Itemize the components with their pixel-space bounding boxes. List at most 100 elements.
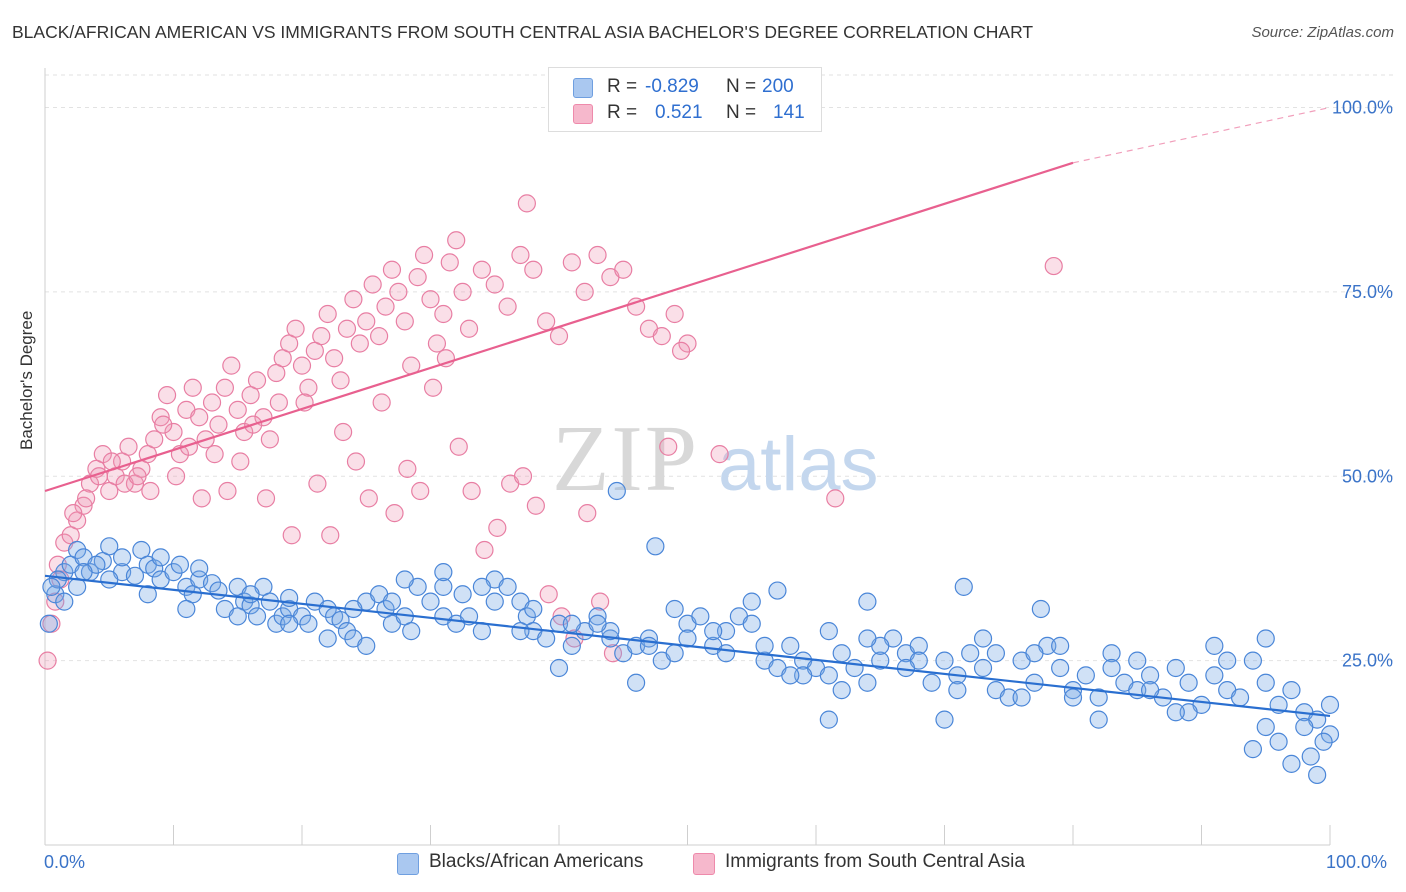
data-point-blacks (434, 563, 453, 582)
data-point-blacks (280, 614, 299, 633)
data-point-immigrants (488, 518, 507, 537)
data-point-immigrants (526, 496, 545, 515)
trend-line-immigrants (44, 161, 1074, 493)
watermark-zip: ZIP (552, 407, 699, 511)
data-point-blacks (299, 614, 318, 633)
data-point-blacks (498, 577, 517, 596)
data-point-blacks (125, 566, 145, 585)
data-point-blacks (691, 607, 710, 626)
data-point-blacks (1295, 717, 1314, 737)
data-point-blacks (922, 673, 941, 692)
data-point-immigrants (282, 526, 301, 545)
data-point-immigrants (192, 489, 211, 508)
trend-line-immigrants-extension (1072, 106, 1331, 164)
x-tick-label-max: 100.0% (1326, 852, 1388, 872)
data-point-immigrants (145, 430, 164, 449)
data-point-immigrants (472, 260, 491, 279)
data-point-immigrants (286, 319, 305, 338)
data-point-immigrants (459, 319, 479, 338)
data-point-immigrants (591, 592, 610, 611)
data-point-blacks (665, 599, 684, 619)
data-point-blacks (318, 599, 337, 619)
data-point-blacks (935, 710, 954, 729)
data-point-blacks (318, 629, 337, 648)
y-tick-label: 50.0% (1342, 466, 1393, 486)
data-point-blacks (562, 614, 581, 633)
data-point-blacks (1243, 740, 1263, 759)
data-point-immigrants (357, 312, 376, 331)
data-point-blacks (202, 574, 222, 593)
data-point-blacks (1089, 710, 1108, 729)
data-point-blacks (1102, 644, 1121, 663)
data-point-blacks (100, 537, 119, 556)
data-point-blacks (485, 592, 504, 611)
data-point-immigrants (376, 297, 395, 316)
data-point-blacks (1102, 658, 1121, 678)
data-point-immigrants (434, 304, 453, 324)
data-point-blacks (716, 644, 736, 663)
data-point-blacks (1230, 688, 1250, 707)
trend-lines (44, 106, 1331, 718)
data-point-immigrants (321, 526, 340, 545)
data-point-immigrants (312, 327, 331, 346)
data-point-blacks (858, 673, 877, 692)
data-point-immigrants (475, 540, 494, 560)
data-point-immigrants (411, 481, 430, 501)
data-point-blacks (1256, 673, 1275, 692)
data-point-blacks (845, 658, 864, 678)
legend-swatch-immigrants (693, 853, 715, 875)
data-point-blacks (781, 636, 800, 655)
data-point-blacks (781, 666, 800, 685)
data-point-immigrants (183, 378, 202, 397)
data-point-immigrants (74, 496, 93, 515)
data-point-immigrants (447, 231, 466, 250)
data-point-immigrants (513, 467, 533, 486)
data-point-blacks (145, 559, 164, 578)
data-point-blacks (832, 681, 851, 700)
data-point-immigrants (154, 415, 173, 434)
data-point-blacks (267, 614, 286, 633)
data-point-blacks (42, 577, 61, 596)
data-point-immigrants (256, 489, 276, 508)
data-point-blacks (607, 481, 626, 501)
data-point-immigrants (325, 349, 344, 368)
data-point-immigrants (382, 260, 402, 279)
data-point-immigrants (247, 371, 267, 390)
data-point-blacks (1025, 644, 1044, 663)
data-point-immigrants (141, 481, 160, 501)
data-point-immigrants (350, 334, 369, 353)
data-point-blacks (626, 673, 646, 692)
data-point-blacks (472, 577, 491, 596)
data-point-immigrants (363, 275, 382, 294)
data-point-blacks (1140, 681, 1160, 700)
data-point-blacks (1179, 673, 1198, 692)
data-point-blacks (1301, 747, 1320, 766)
data-point-blacks (1269, 732, 1288, 751)
data-point-blacks (986, 644, 1006, 663)
data-point-immigrants (552, 607, 571, 626)
data-point-blacks (190, 559, 209, 578)
data-point-blacks (357, 636, 376, 655)
data-point-blacks (768, 581, 787, 600)
data-point-immigrants (671, 341, 691, 360)
data-point-immigrants (222, 356, 241, 375)
r-value: 0.521 (655, 102, 703, 123)
data-point-immigrants (398, 459, 417, 478)
data-point-immigrants (128, 467, 147, 486)
data-point-blacks (1205, 666, 1224, 685)
data-point-immigrants (370, 327, 389, 346)
data-point-immigrants (228, 400, 247, 419)
data-point-immigrants (659, 437, 678, 456)
data-point-immigrants (453, 282, 472, 301)
y-tick-label: 25.0% (1342, 651, 1393, 671)
data-point-immigrants (202, 393, 222, 412)
legend-swatch-pink (573, 104, 593, 124)
data-point-blacks (1205, 636, 1224, 655)
data-point-blacks (1243, 651, 1263, 670)
data-point-immigrants (164, 422, 183, 442)
data-point-immigrants (539, 585, 558, 604)
data-point-immigrants (389, 282, 408, 301)
trend-line-blacks (44, 574, 1331, 718)
data-point-immigrants (517, 194, 536, 213)
data-point-blacks (588, 607, 607, 626)
